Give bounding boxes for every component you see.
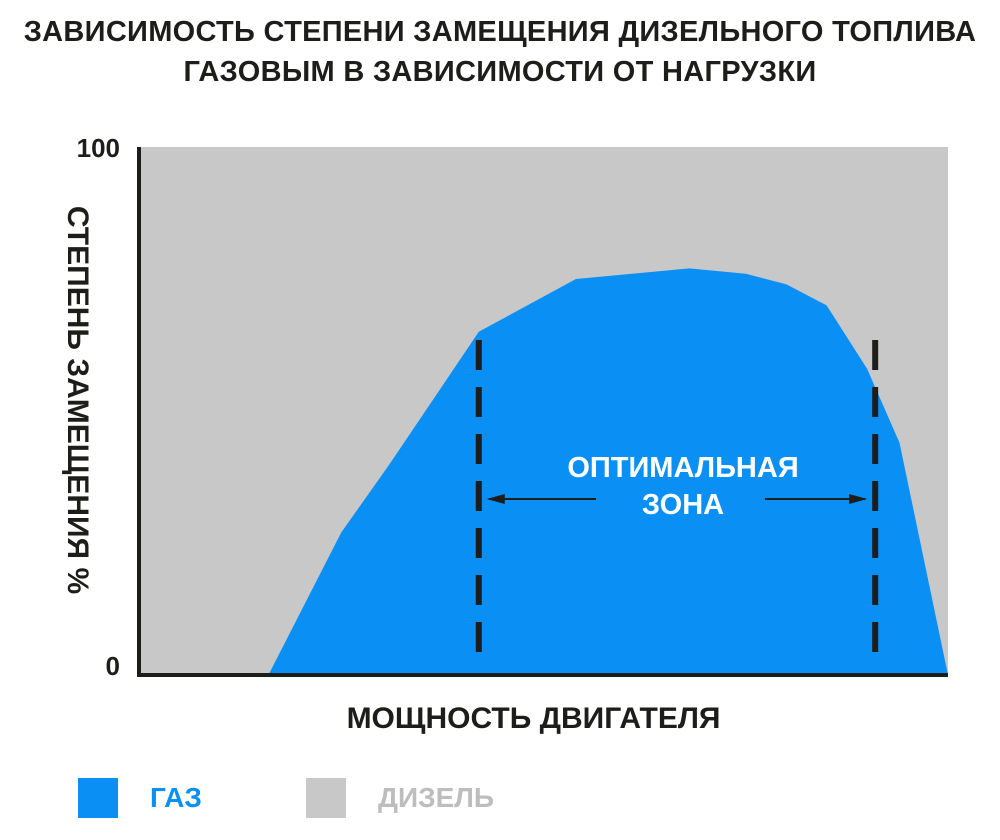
x-axis-label: МОЩНОСТЬ ДВИГАТЕЛЯ: [347, 702, 721, 735]
chart-title-line-1: ЗАВИСИМОСТЬ СТЕПЕНИ ЗАМЕЩЕНИЯ ДИЗЕЛЬНОГО…: [23, 16, 977, 48]
legend-swatch-gas: [78, 778, 118, 818]
legend-swatch-diesel: [306, 778, 346, 818]
y-axis-label: СТЕПЕНЬ ЗАМЕЩЕНИЯ %: [61, 206, 94, 594]
legend-label-diesel: ДИЗЕЛЬ: [378, 782, 495, 813]
optimal-zone-label-line-2: ЗОНА: [642, 489, 724, 521]
optimal-zone-right-arrow-head: [849, 494, 868, 504]
gas-area: [139, 268, 948, 675]
chart-title-line-2: ГАЗОВЫМ В ЗАВИСИМОСТИ ОТ НАГРУЗКИ: [183, 56, 817, 88]
optimal-zone-left-arrow-head: [486, 494, 505, 504]
chart-title: ЗАВИСИМОСТЬ СТЕПЕНИ ЗАМЕЩЕНИЯ ДИЗЕЛЬНОГО…: [0, 12, 1000, 92]
legend-item-gas: ГАЗ: [78, 778, 202, 818]
optimal-zone-label-line-1: ОПТИМАЛЬНАЯ: [567, 452, 798, 484]
y-tick-label-100: 100: [77, 133, 120, 163]
legend-item-diesel: ДИЗЕЛЬ: [306, 778, 494, 818]
legend-label-gas: ГАЗ: [150, 782, 202, 813]
y-tick-label-0: 0: [106, 651, 120, 681]
